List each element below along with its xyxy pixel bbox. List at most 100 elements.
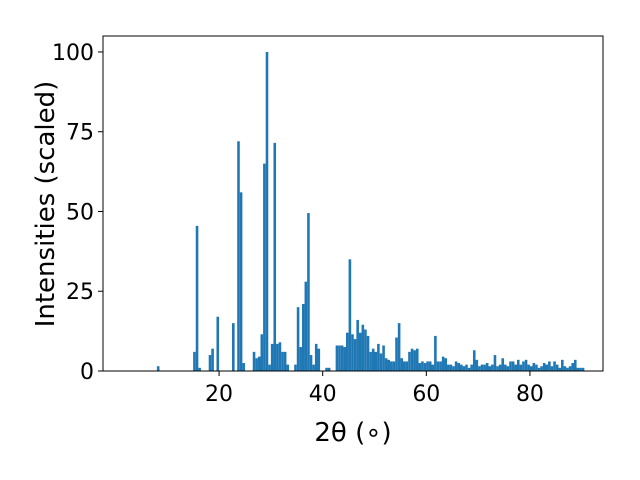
bar bbox=[340, 345, 344, 371]
plot-frame bbox=[102, 35, 604, 372]
bar bbox=[506, 366, 510, 371]
bar bbox=[441, 356, 445, 371]
bar bbox=[358, 332, 362, 371]
bar bbox=[265, 51, 269, 371]
bar bbox=[462, 366, 466, 371]
bar bbox=[454, 361, 458, 371]
bar bbox=[514, 364, 517, 371]
bar bbox=[281, 351, 284, 371]
bar bbox=[353, 339, 357, 371]
bar bbox=[491, 364, 494, 371]
bar bbox=[408, 351, 411, 371]
bar bbox=[255, 358, 258, 371]
bar bbox=[540, 366, 543, 371]
bar bbox=[304, 281, 308, 371]
bar bbox=[524, 359, 528, 371]
bar bbox=[423, 363, 427, 371]
bar bbox=[542, 363, 546, 371]
bar bbox=[488, 366, 492, 371]
bar bbox=[237, 141, 240, 371]
bar bbox=[283, 351, 287, 371]
bar bbox=[257, 356, 261, 371]
bar bbox=[410, 348, 414, 371]
bar bbox=[208, 355, 212, 371]
bar bbox=[268, 364, 271, 371]
bar bbox=[573, 359, 577, 371]
bar bbox=[374, 351, 378, 371]
bar bbox=[563, 366, 567, 371]
bar bbox=[312, 364, 315, 371]
y-tick-label: 75 bbox=[66, 121, 94, 146]
bar bbox=[395, 337, 398, 371]
x-tick-label: 80 bbox=[516, 382, 544, 407]
bar bbox=[426, 361, 429, 371]
bar bbox=[579, 367, 582, 371]
bar bbox=[478, 366, 481, 371]
bar bbox=[459, 364, 463, 371]
bar bbox=[452, 366, 455, 371]
bar bbox=[335, 345, 339, 371]
bar bbox=[387, 359, 391, 371]
bar bbox=[434, 335, 437, 371]
bar bbox=[299, 347, 302, 371]
bar bbox=[555, 364, 559, 371]
bar bbox=[195, 225, 199, 371]
bar bbox=[576, 367, 580, 371]
bar bbox=[198, 367, 201, 371]
bar bbox=[561, 359, 564, 371]
bar bbox=[545, 364, 549, 371]
bar bbox=[415, 348, 419, 371]
x-tick-label: 40 bbox=[309, 382, 337, 407]
bar bbox=[470, 364, 473, 371]
bar bbox=[361, 324, 365, 371]
bar bbox=[519, 364, 523, 371]
x-tick-label: 60 bbox=[412, 382, 440, 407]
bar bbox=[286, 364, 290, 371]
bar bbox=[369, 351, 372, 371]
bar bbox=[156, 366, 160, 371]
bar bbox=[553, 361, 556, 371]
bar bbox=[348, 259, 352, 371]
bar bbox=[216, 316, 220, 371]
bar bbox=[193, 351, 196, 371]
bar bbox=[475, 359, 479, 371]
bar bbox=[371, 348, 375, 371]
bar bbox=[527, 364, 530, 371]
bar bbox=[232, 323, 235, 371]
bar bbox=[301, 304, 305, 371]
bar bbox=[366, 335, 370, 371]
bar bbox=[294, 364, 297, 371]
bar bbox=[296, 307, 300, 371]
y-tick-label: 50 bbox=[66, 200, 94, 225]
bar bbox=[504, 364, 507, 371]
bar bbox=[431, 364, 435, 371]
bar bbox=[571, 363, 574, 371]
bar bbox=[405, 361, 409, 371]
bar bbox=[343, 347, 347, 371]
bar bbox=[480, 364, 484, 371]
bar bbox=[356, 319, 359, 371]
bar bbox=[278, 342, 282, 371]
bar bbox=[447, 364, 450, 371]
bar bbox=[276, 343, 279, 371]
x-axis-label: 2θ (∘) bbox=[314, 418, 391, 448]
y-tick-label: 100 bbox=[52, 41, 94, 66]
bar bbox=[346, 332, 349, 371]
bar bbox=[498, 364, 502, 371]
bar bbox=[351, 334, 354, 371]
bar bbox=[400, 358, 403, 371]
bar bbox=[273, 142, 277, 371]
y-axis-label: Intensities (scaled) bbox=[31, 81, 61, 328]
bar bbox=[428, 361, 432, 371]
bar bbox=[439, 361, 442, 371]
bar bbox=[252, 351, 256, 371]
bar bbox=[568, 366, 572, 371]
bar bbox=[467, 367, 471, 371]
bar bbox=[270, 343, 274, 371]
bar bbox=[493, 355, 497, 371]
y-tick-label: 0 bbox=[80, 360, 94, 385]
bar bbox=[483, 364, 486, 371]
bar bbox=[307, 213, 310, 371]
bar bbox=[537, 367, 541, 371]
